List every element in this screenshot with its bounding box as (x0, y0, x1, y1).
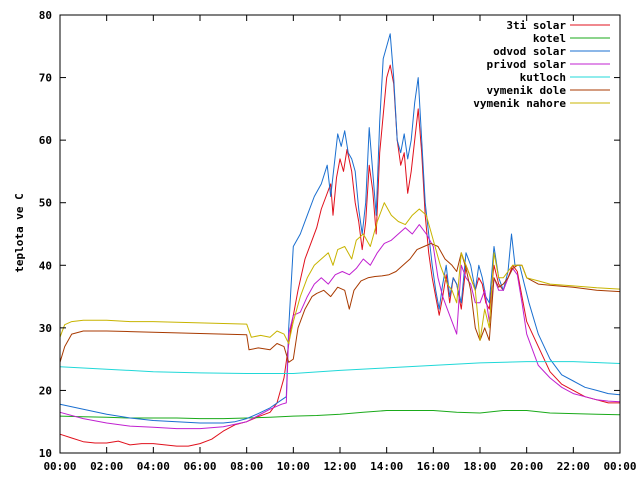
y-tick-label: 40 (39, 259, 52, 272)
x-tick-label: 00:00 (43, 460, 76, 473)
y-tick-label: 50 (39, 197, 52, 210)
legend-label: kotel (533, 32, 566, 45)
y-axis-title: teplota ve C (13, 193, 26, 272)
x-tick-label: 02:00 (90, 460, 123, 473)
series-line-kutloch (59, 361, 621, 374)
legend-label: odvod solar (493, 45, 566, 58)
x-tick-label: 00:00 (603, 460, 636, 473)
legend-label: vymenik dole (487, 84, 567, 97)
x-tick-label: 12:00 (323, 460, 356, 473)
x-tick-label: 22:00 (557, 460, 590, 473)
series-line-vymenik-nahore (59, 202, 621, 344)
x-tick-label: 16:00 (417, 460, 450, 473)
axis-layer: 10 20 30 40 50 60 70 80 00:00 02:00 04:00 06:00 08:0… (39, 9, 637, 473)
x-tick-label: 18:00 (463, 460, 496, 473)
series-line-vymenik-dole (59, 242, 621, 363)
y-tick-label: 20 (39, 384, 52, 397)
x-tick-label: 20:00 (510, 460, 543, 473)
y-tick-label: 70 (39, 72, 52, 85)
legend-label: vymenik nahore (473, 97, 566, 110)
y-tick-label: 60 (39, 134, 52, 147)
series-layer (59, 33, 621, 447)
y-tick-label: 10 (39, 447, 52, 460)
x-tick-label: 10:00 (277, 460, 310, 473)
plot-frame (59, 14, 621, 454)
series-line-3ti-solar (59, 64, 620, 447)
x-tick-label: 14:00 (370, 460, 403, 473)
series-line-privod-solar (59, 224, 621, 430)
series-line-kotel (59, 410, 621, 420)
legend-label: kutloch (520, 71, 566, 84)
x-tick-label: 06:00 (183, 460, 216, 473)
x-tick-label: 08:00 (230, 460, 263, 473)
y-tick-label: 30 (39, 322, 52, 335)
y-tick-label: 80 (39, 9, 52, 22)
legend-label: privod solar (487, 58, 567, 71)
x-tick-label: 04:00 (137, 460, 170, 473)
legend-label: 3ti solar (506, 19, 566, 32)
